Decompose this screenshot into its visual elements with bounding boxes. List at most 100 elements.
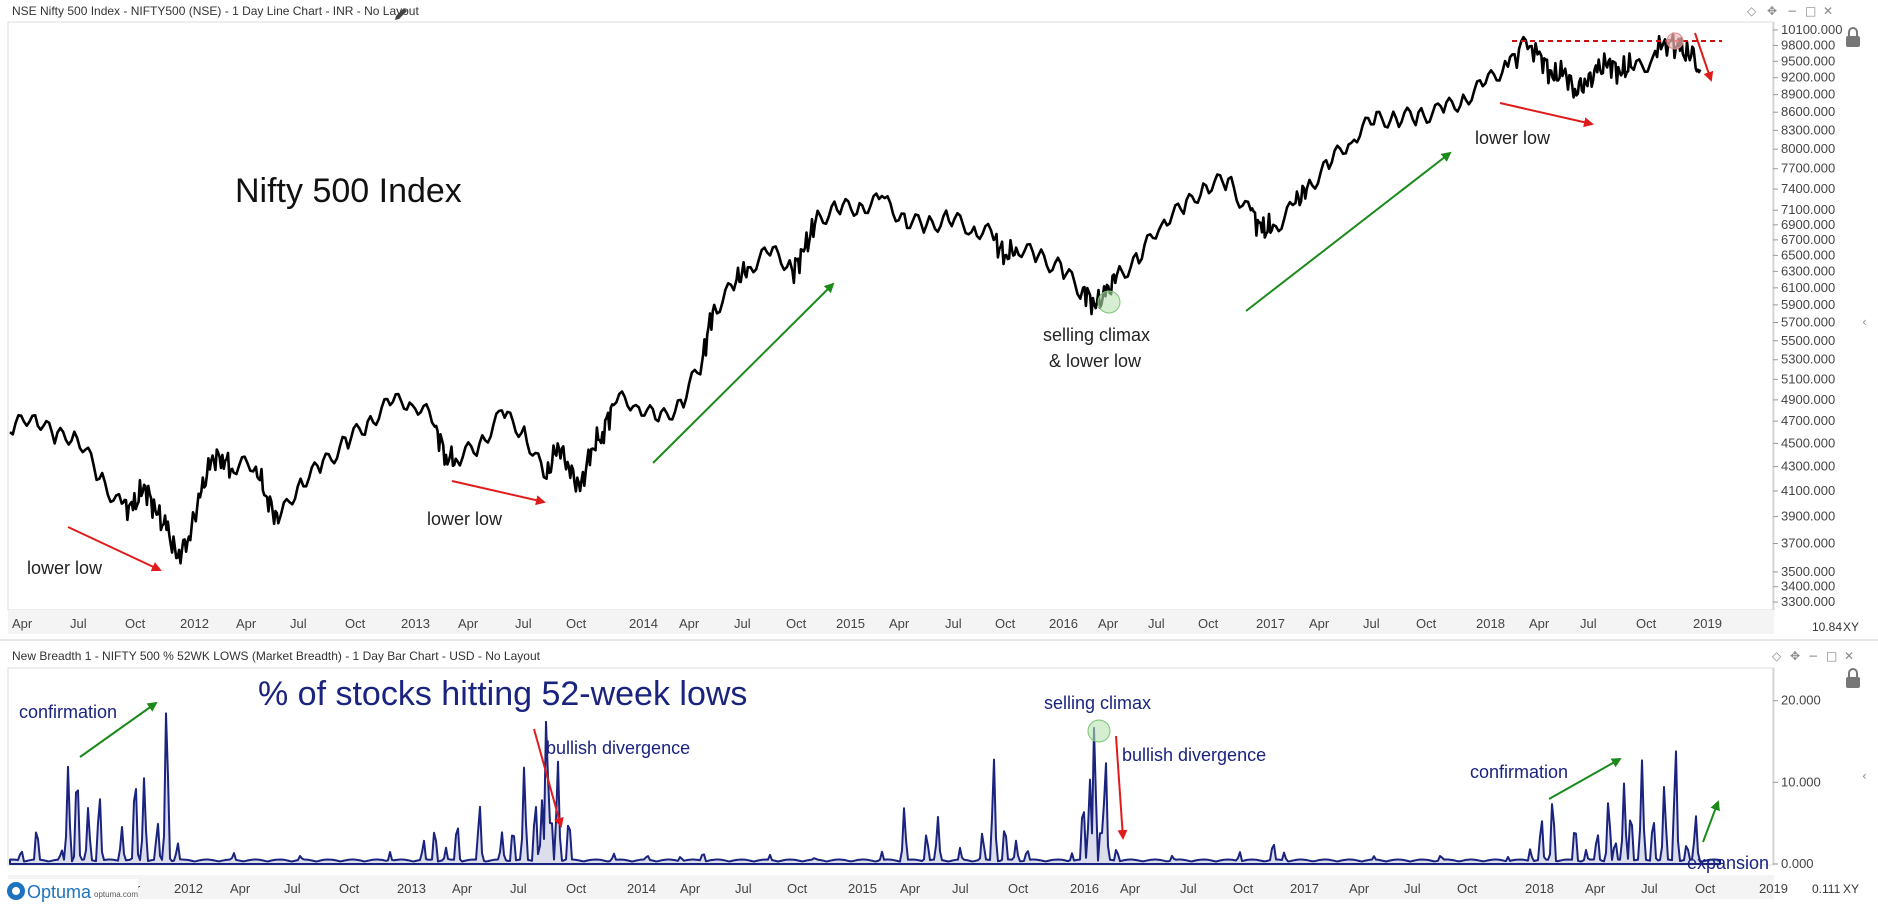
top-y-tick-label: 9200.000 <box>1781 70 1835 85</box>
top-y-tick-label: 3900.000 <box>1781 509 1835 524</box>
top-y-tick-label: 6900.000 <box>1781 217 1835 232</box>
top-y-tick-label: 5100.000 <box>1781 371 1835 386</box>
bottom-x-axis-band <box>8 875 1774 899</box>
top-x-tick-label: Jul <box>945 616 962 631</box>
annotation-confirmation-2: confirmation <box>1470 762 1568 782</box>
bottom-x-tick-label: Apr <box>680 881 701 896</box>
top-y-tick-label: 3300.000 <box>1781 594 1835 609</box>
edit-icon[interactable] <box>395 8 407 20</box>
annotation-lower-low-3: & lower low <box>1049 351 1142 371</box>
top-y-tick-label: 6500.000 <box>1781 247 1835 262</box>
up-arrow-4 <box>1548 758 1622 800</box>
diamond-icon[interactable]: ◇ <box>1747 4 1757 18</box>
top-y-tick-label: 9800.000 <box>1781 37 1835 52</box>
bottom-x-tick-label: Oct <box>787 881 808 896</box>
top-xy-badge[interactable]: XY <box>1843 620 1859 634</box>
bottom-x-tick-label: Oct <box>1233 881 1254 896</box>
maximize-icon[interactable]: □ <box>1805 4 1816 18</box>
selling-climax-marker-top <box>1097 290 1121 314</box>
top-y-tick-label: 6300.000 <box>1781 263 1835 278</box>
top-y-tick-label: 8600.000 <box>1781 104 1835 119</box>
minimize-icon[interactable]: − <box>1808 649 1818 663</box>
bottom-x-tick-label: Jul <box>510 881 527 896</box>
bottom-x-tick-label: Oct <box>339 881 360 896</box>
top-x-tick-label: Jul <box>734 616 751 631</box>
top-x-tick-label: Oct <box>1416 616 1437 631</box>
bottom-x-tick-label: Apr <box>900 881 921 896</box>
top-x-tick-label: 2018 <box>1476 616 1505 631</box>
bottom-x-axis: JanApr2012AprJulOct2013AprJulOct2014AprJ… <box>60 881 1788 896</box>
top-x-tick-label: 2013 <box>401 616 430 631</box>
top-lock-icon[interactable] <box>1846 27 1860 47</box>
optuma-logo: Optuma optuma.com <box>2 879 138 903</box>
top-x-tick-label: Oct <box>566 616 587 631</box>
annotation-expansion: expansion <box>1687 853 1769 873</box>
diamond-icon[interactable]: ◇ <box>1772 649 1782 663</box>
annotation-lower-low-2: lower low <box>427 509 503 529</box>
annotation-bullish-divergence-2: bullish divergence <box>1122 745 1266 765</box>
top-x-tick-label: 2012 <box>180 616 209 631</box>
top-x-tick-label: Oct <box>345 616 366 631</box>
bottom-scale-readout: 0.111 <box>1812 882 1841 896</box>
up-arrow-1 <box>652 282 835 464</box>
bottom-x-tick-label: 2015 <box>848 881 877 896</box>
bottom-x-tick-label: Apr <box>230 881 251 896</box>
breadth-series-line <box>9 712 1721 865</box>
down-arrow-2 <box>451 480 546 506</box>
down-arrow-4 <box>1694 32 1714 82</box>
selling-climax-marker-bottom <box>1087 719 1111 743</box>
top-x-tick-label: Apr <box>1098 616 1119 631</box>
bottom-x-tick-label: Oct <box>566 881 587 896</box>
bottom-x-tick-label: Jul <box>735 881 752 896</box>
top-y-tick-label: 4900.000 <box>1781 392 1835 407</box>
bottom-xy-badge[interactable]: XY <box>1843 882 1859 896</box>
top-expand-icon[interactable]: ‹ <box>1862 315 1867 329</box>
up-arrow-3 <box>79 701 158 758</box>
top-x-tick-label: Apr <box>889 616 910 631</box>
top-y-tick-label: 7100.000 <box>1781 202 1835 217</box>
bottom-x-tick-label: 2018 <box>1525 881 1554 896</box>
close-icon[interactable]: ✕ <box>1844 649 1854 663</box>
top-y-tick-label: 5500.000 <box>1781 333 1835 348</box>
top-y-tick-label: 8000.000 <box>1781 141 1835 156</box>
top-y-tick-label: 4700.000 <box>1781 413 1835 428</box>
top-x-tick-label: 2017 <box>1256 616 1285 631</box>
minimize-icon[interactable]: − <box>1787 4 1797 18</box>
bottom-x-tick-label: Apr <box>1120 881 1141 896</box>
top-x-tick-label: 2015 <box>836 616 865 631</box>
annotation-bullish-divergence-1: bullish divergence <box>546 738 690 758</box>
top-y-tick-label: 3400.000 <box>1781 579 1835 594</box>
top-x-tick-label: 2014 <box>629 616 658 631</box>
bottom-y-tick-label: 0.000 <box>1781 856 1814 871</box>
bottom-lock-icon[interactable] <box>1846 668 1860 688</box>
top-panel-title: NSE Nifty 500 Index - NIFTY500 (NSE) - 1… <box>12 4 419 18</box>
close-icon[interactable]: ✕ <box>1823 4 1833 18</box>
top-x-tick-label: Jul <box>1148 616 1165 631</box>
up-arrow-2 <box>1245 151 1452 312</box>
bottom-x-tick-label: 2019 <box>1759 881 1788 896</box>
logo-subtext: optuma.com <box>94 890 138 899</box>
annotation-confirmation-1: confirmation <box>19 702 117 722</box>
top-y-tick-label: 4100.000 <box>1781 483 1835 498</box>
top-y-tick-label: 5700.000 <box>1781 315 1835 330</box>
bottom-x-tick-label: Apr <box>1585 881 1606 896</box>
bottom-window-controls[interactable]: ◇ ✥ − □ ✕ <box>1772 649 1854 663</box>
top-x-tick-label: Jul <box>1363 616 1380 631</box>
bottom-x-tick-label: 2016 <box>1070 881 1099 896</box>
top-y-tick-label: 4500.000 <box>1781 435 1835 450</box>
bottom-y-tick-label: 10.000 <box>1781 774 1821 789</box>
down-arrow-3 <box>1499 102 1594 128</box>
top-y-tick-label: 8300.000 <box>1781 122 1835 137</box>
pin-icon[interactable]: ✥ <box>1790 649 1800 663</box>
top-window-controls[interactable]: ◇ ✥ − □ ✕ <box>1747 4 1833 18</box>
maximize-icon[interactable]: □ <box>1826 649 1837 663</box>
top-y-tick-label: 8900.000 <box>1781 87 1835 102</box>
top-scale-readout: 10.84 <box>1812 620 1842 634</box>
top-y-tick-label: 10100.000 <box>1781 22 1842 37</box>
bottom-expand-icon[interactable]: ‹ <box>1862 769 1867 783</box>
top-x-tick-label: Oct <box>1198 616 1219 631</box>
top-x-tick-label: 2016 <box>1049 616 1078 631</box>
pin-icon[interactable]: ✥ <box>1767 4 1777 18</box>
bottom-panel-title: New Breadth 1 - NIFTY 500 % 52WK LOWS (M… <box>12 649 541 663</box>
